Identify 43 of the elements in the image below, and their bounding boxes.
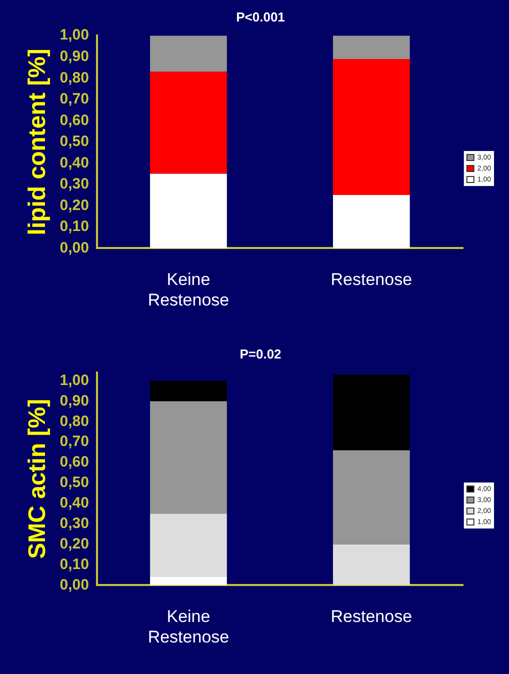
bar (332, 195, 410, 248)
x-tick-label: Restenose (330, 270, 412, 290)
y-tick-label: 0,10 (60, 218, 89, 236)
y-tick-label: 0,60 (60, 112, 89, 129)
x-tick-label: Keine Restenose (148, 607, 230, 646)
bar (150, 36, 227, 72)
y-axis-title: SMC actin [%] (24, 398, 52, 559)
x-tick-label: Keine Restenose (148, 270, 230, 310)
y-tick-label: 0,40 (60, 494, 89, 512)
bar (150, 401, 227, 514)
y-tick-label: 0,30 (60, 176, 89, 193)
bar (332, 450, 410, 544)
y-tick-label: 0,70 (60, 90, 89, 108)
y-tick-label: 0,00 (60, 239, 89, 256)
chart-title: P=0.02 (240, 346, 282, 362)
y-tick-label: 0,90 (60, 392, 89, 410)
bar (150, 72, 227, 174)
bar (332, 544, 410, 586)
bar (332, 374, 410, 450)
y-tick-label: 0,50 (60, 133, 89, 150)
bar (150, 514, 227, 578)
bar (332, 36, 410, 59)
y-tick-label: 0,20 (60, 535, 89, 552)
y-axis-title: lipid content [%] (24, 48, 52, 236)
y-tick-label: 0,00 (60, 576, 89, 594)
y-tick-label: 0,80 (60, 412, 89, 430)
bar (150, 174, 227, 248)
bar (150, 380, 227, 402)
x-tick-label: Restenose (330, 607, 412, 626)
bar (332, 58, 410, 196)
bar (150, 577, 227, 586)
y-tick-label: 0,70 (60, 433, 89, 450)
y-tick-label: 0,90 (60, 48, 89, 65)
y-tick-label: 0,40 (60, 154, 89, 172)
y-tick-label: 1,00 (60, 372, 89, 389)
y-tick-label: 0,20 (60, 196, 89, 214)
chart-title: P<0.001 (236, 9, 285, 24)
y-tick-label: 0,10 (60, 556, 89, 573)
y-tick-label: 0,30 (60, 515, 89, 532)
y-tick-label: 0,80 (60, 69, 89, 86)
y-tick-label: 0,60 (60, 454, 89, 471)
y-tick-label: 0,50 (60, 474, 89, 492)
y-tick-label: 1,00 (60, 26, 89, 44)
